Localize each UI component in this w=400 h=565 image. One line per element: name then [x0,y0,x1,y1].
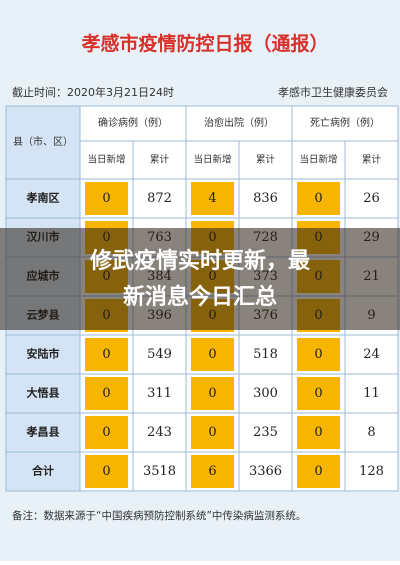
sub-header: 累计 [256,154,276,166]
table-value: 4 [208,191,216,206]
table-value: 0 [314,191,322,206]
table-cell [185,105,293,142]
table-cell [344,334,399,375]
highlight-cell [297,455,340,488]
table-value: 0 [208,347,216,362]
group-header: 确诊病例（例） [98,116,168,129]
table-cell [132,451,187,492]
table-cell [5,451,81,492]
table-cell [238,373,293,414]
highlight-cell [85,455,128,488]
county-name: 孝南区 [26,191,60,205]
table-value: 3366 [249,464,282,479]
table-cell [132,178,187,219]
table-cell [344,140,399,180]
table-cell [344,373,399,414]
table-cell [291,140,346,180]
table-cell [344,412,399,453]
highlight-cell [85,182,128,215]
sub-header: 当日新增 [193,154,231,166]
sub-header: 累计 [150,154,170,166]
highlight-cell [85,338,128,371]
highlight-cell [191,455,234,488]
table-value: 26 [363,191,380,206]
highlight-cell [191,377,234,410]
table-cell [132,334,187,375]
table-value: 0 [208,425,216,440]
deadline: 截止时间：2020年3月21日24时 [12,85,174,99]
table-value: 3518 [143,464,176,479]
table-value: 24 [363,347,380,362]
table-value: 6 [208,464,216,479]
highlight-cell [297,338,340,371]
group-header: 死亡病例（例） [310,116,380,129]
highlight-cell [297,416,340,449]
table-value: 0 [314,464,322,479]
highlight-cell [191,182,234,215]
highlight-cell [85,377,128,410]
highlight-cell [85,416,128,449]
corner-header: 县（市、区） [13,135,73,148]
county-name: 合计 [32,464,54,478]
table-cell [238,451,293,492]
table-value: 0 [208,386,216,401]
highlight-cell [191,416,234,449]
table-cell [291,105,399,142]
title: 孝感市疫情防控日报（通报） [81,32,328,55]
table-value: 0 [102,425,110,440]
sub-header: 当日新增 [299,154,337,166]
table-cell [185,140,240,180]
table-value: 0 [102,347,110,362]
table-cell [5,373,81,414]
table-value: 518 [253,347,278,362]
table-value: 243 [147,425,172,440]
highlight-cell [297,182,340,215]
table-value: 128 [359,464,384,479]
table-value: 836 [253,191,278,206]
table-value: 11 [363,386,380,401]
table-cell [5,105,81,180]
table-value: 0 [314,386,322,401]
table-value: 549 [147,347,172,362]
issuer: 孝感市卫生健康委员会 [278,85,388,99]
banner-band [0,228,400,330]
table-value: 0 [102,191,110,206]
banner-text: 新消息今日汇总 [123,284,277,310]
table-cell [238,412,293,453]
table-cell [238,140,293,180]
note: 备注：数据来源于“中国疾病预防控制系统”中传染病监测系统。 [12,509,306,522]
table-value: 311 [147,386,172,401]
table-value: 0 [314,347,322,362]
county-name: 孝昌县 [26,425,60,439]
table-value: 8 [367,425,375,440]
group-header: 治愈出院（例） [204,116,274,129]
table-cell [5,412,81,453]
table-cell [344,451,399,492]
highlight-cell [191,338,234,371]
sub-header: 累计 [362,154,382,166]
table-cell [238,178,293,219]
highlight-cell [297,377,340,410]
table-value: 0 [102,386,110,401]
sub-header: 当日新增 [87,154,125,166]
table-value: 0 [314,425,322,440]
banner-text: 修武疫情实时更新，最 [89,248,311,274]
table-value: 235 [253,425,278,440]
county-name: 安陆市 [27,347,60,361]
table-value: 872 [147,191,172,206]
county-name: 大悟县 [27,386,60,400]
table-cell [132,373,187,414]
table-value: 300 [253,386,278,401]
table-cell [5,178,81,219]
table-value: 0 [102,464,110,479]
